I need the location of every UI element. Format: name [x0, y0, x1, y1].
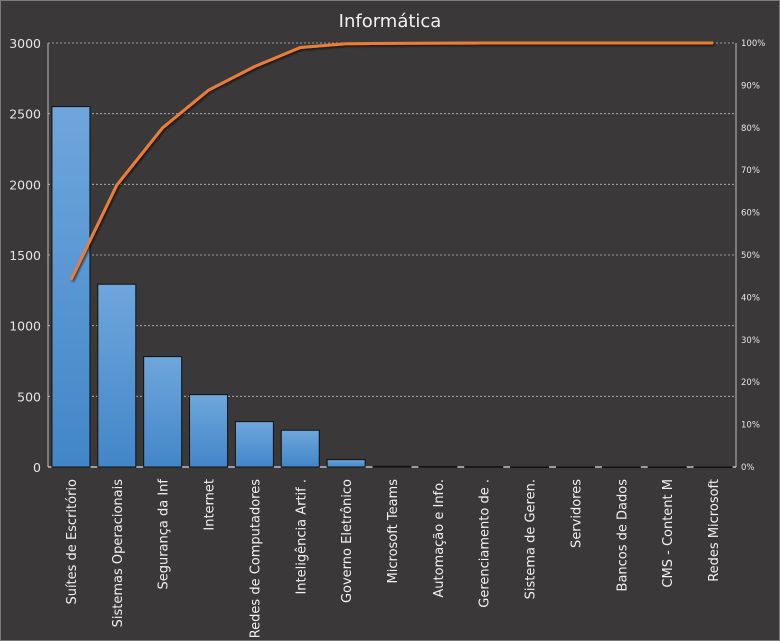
bar — [97, 283, 137, 468]
y-tick-label: 0 — [33, 460, 41, 475]
x-tick-label: Bancos de Dados — [615, 479, 630, 592]
y2-tick-label: 0% — [741, 463, 755, 473]
bar — [601, 466, 641, 468]
y2-tick-label: 30% — [741, 336, 760, 346]
bar — [280, 429, 320, 468]
bar — [510, 466, 550, 468]
x-tick-label: Sistemas Operacionais — [111, 479, 126, 628]
chart-title: Informática — [339, 11, 442, 32]
y2-tick-label: 60% — [741, 209, 760, 219]
y-tick-label: 500 — [17, 389, 41, 404]
y2-tick-label: 90% — [741, 81, 760, 91]
bar — [143, 356, 183, 468]
y2-tick-label: 80% — [741, 124, 760, 134]
x-tick-label: Segurança da Inf — [157, 479, 172, 590]
y-tick-label: 3000 — [9, 36, 41, 51]
bar — [372, 465, 412, 468]
x-tick-label: Governo Eletrônico — [340, 479, 355, 603]
x-tick-label: Inteligência Artif . — [294, 479, 309, 595]
y2-tick-label: 50% — [741, 251, 760, 261]
bar — [555, 466, 595, 468]
bar — [418, 466, 458, 468]
y-tick-label: 2500 — [9, 107, 41, 122]
x-tick-label: Redes de Computadores — [248, 479, 263, 638]
bar — [464, 466, 504, 468]
x-tick-label: Internet — [203, 479, 218, 531]
y2-tick-label: 20% — [741, 378, 760, 388]
cumulative-percent-line — [69, 41, 714, 281]
bar — [693, 466, 733, 468]
y-tick-label: 1500 — [9, 248, 41, 263]
bar — [189, 394, 229, 468]
x-tick-label: CMS - Content M — [661, 479, 676, 588]
bar — [326, 459, 366, 468]
x-tick-label: Automação e Info. — [432, 479, 447, 598]
y2-tick-label: 10% — [741, 421, 760, 431]
x-tick-label: Sistema de Geren. — [524, 479, 539, 599]
y2-tick-label: 100% — [741, 39, 765, 49]
y-tick-label: 1000 — [9, 319, 41, 334]
bar — [234, 421, 274, 468]
bar — [647, 466, 687, 468]
x-tick-label: Suítes de Escritório — [65, 479, 80, 605]
bar — [51, 106, 91, 468]
x-tick-label: Gerenciamento de . — [478, 479, 493, 608]
y2-tick-label: 70% — [741, 166, 760, 176]
y-tick-label: 2000 — [9, 177, 41, 192]
y2-tick-label: 40% — [741, 293, 760, 303]
x-tick-label: Microsoft Teams — [386, 479, 401, 584]
x-tick-label: Redes Microsoft — [707, 479, 722, 582]
x-tick-label: Servidores — [569, 479, 584, 548]
